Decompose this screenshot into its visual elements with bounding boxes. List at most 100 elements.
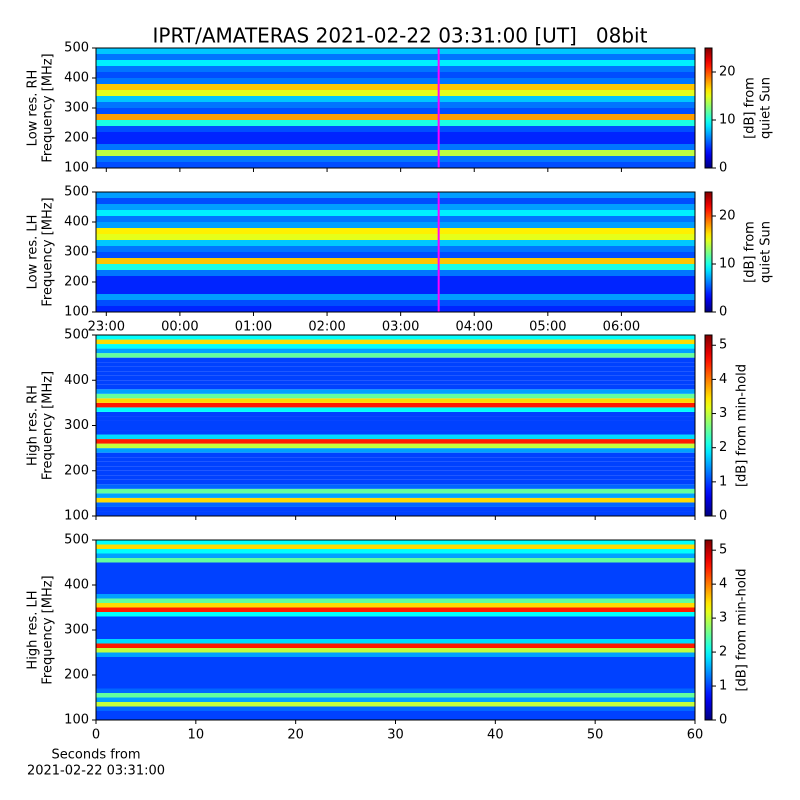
heatmap-cell [96, 72, 695, 78]
x-tick-label: 03:00 [382, 320, 419, 335]
heatmap-cell [96, 544, 695, 549]
heatmap-cell [96, 558, 695, 563]
heatmap-cell [96, 576, 695, 581]
heatmap-cell [96, 162, 695, 168]
heatmap-cell [96, 335, 695, 340]
colorbar-tick-label: 3 [719, 611, 727, 626]
heatmap-cell [96, 506, 695, 512]
x-tick-label: 06:00 [603, 320, 640, 335]
heatmap-cell [96, 204, 695, 210]
heatmap-cell [96, 648, 695, 653]
heatmap-cell [96, 688, 695, 693]
heatmap-cell [96, 348, 695, 354]
heatmap-cell [96, 711, 695, 716]
heatmap-cell [96, 306, 695, 312]
heatmap-cell [96, 434, 695, 440]
heatmap-cell [96, 150, 695, 156]
x-axis-label: 2021-02-22 03:31:00 [27, 764, 165, 779]
y-tick-label: 300 [64, 245, 89, 260]
heatmap-cell [96, 411, 695, 417]
y-tick-label: 100 [64, 509, 89, 524]
heatmap-cell [96, 684, 695, 689]
heatmap-cell [96, 357, 695, 363]
heatmap-cell [96, 571, 695, 576]
heatmap-cell [96, 264, 695, 270]
heatmap-cell [96, 657, 695, 662]
heatmap-cell [96, 625, 695, 630]
heatmap-cell [96, 420, 695, 426]
heatmap-cell [96, 353, 695, 358]
colorbar-tick-label: 10 [719, 113, 736, 128]
heatmap-cell [96, 643, 695, 648]
heatmap-cell [96, 138, 695, 144]
heatmap-cell [96, 276, 695, 282]
colorbar-tick-label: 4 [719, 372, 727, 387]
x-tick-label: 60 [687, 728, 704, 743]
heatmap-cell [96, 540, 695, 545]
x-tick-label: 01:00 [235, 320, 272, 335]
heatmap-cell [96, 670, 695, 675]
heatmap-cell [96, 48, 695, 54]
heatmap-cell [96, 594, 695, 599]
heatmap-cell [96, 234, 695, 240]
heatmap-cell [96, 470, 695, 476]
heatmap-cell [96, 282, 695, 288]
heatmap-cell [96, 452, 695, 458]
x-tick-label: 0 [92, 728, 100, 743]
y-tick-label: 400 [64, 71, 89, 86]
heatmap-cell [96, 380, 695, 385]
y-tick-label: 300 [64, 101, 89, 116]
y-tick-label: 300 [64, 623, 89, 638]
heatmap-cell [96, 553, 695, 558]
heatmap-cell [96, 580, 695, 585]
colorbar-tick-label: 5 [719, 543, 727, 558]
colorbar-tick-label: 0 [719, 161, 727, 176]
heatmap-cell [96, 567, 695, 572]
heatmap-cell [96, 493, 695, 498]
heatmap-cell [96, 60, 695, 66]
y-tick-label: 400 [64, 578, 89, 593]
y-tick-label: 200 [64, 275, 89, 290]
colorbar-tick-label: 0 [719, 509, 727, 524]
heatmap-cell [96, 603, 695, 608]
x-tick-label: 20 [287, 728, 304, 743]
y-tick-label: 500 [64, 185, 89, 200]
heatmap-cell [96, 78, 695, 84]
x-tick-label: 50 [587, 728, 604, 743]
heatmap-cell [96, 679, 695, 684]
heatmap-cell [96, 675, 695, 680]
heatmap-cell [96, 339, 695, 345]
heatmap-cell [96, 461, 695, 467]
figure-title: IPRT/AMATERAS 2021-02-22 03:31:00 [UT] 0… [153, 24, 648, 48]
colorbar-tick-label: 2 [719, 440, 727, 455]
heatmap-cell [96, 102, 695, 108]
heatmap-cell [96, 598, 695, 603]
heatmap-cell [96, 479, 695, 485]
heatmap-cell [96, 300, 695, 306]
y-tick-label: 400 [64, 215, 89, 230]
heatmap-cell [96, 466, 695, 471]
heatmap-cell [96, 344, 695, 349]
colorbar-tick-label: 3 [719, 406, 727, 421]
x-tick-label: 10 [188, 728, 205, 743]
heatmap-cell [96, 589, 695, 594]
heatmap-cell [96, 502, 695, 507]
colorbar-tick-label: 5 [719, 338, 727, 353]
heatmap-cell [96, 54, 695, 60]
heatmap-cell [96, 366, 695, 372]
heatmap-cell [96, 294, 695, 300]
heatmap-cell [96, 216, 695, 222]
heatmap-cell [96, 114, 695, 120]
heatmap-cell [96, 697, 695, 702]
colorbar-label: [dB] from [743, 221, 758, 283]
y-axis-label: Frequency [MHz] [41, 53, 56, 162]
heatmap-cell [96, 607, 695, 612]
heatmap-cell [96, 402, 695, 408]
heatmap-cell [96, 621, 695, 626]
colorbar-label: [dB] from min-hold [735, 364, 750, 487]
heatmap-cell [96, 715, 695, 720]
heatmap-cell [96, 246, 695, 252]
colorbar [704, 334, 713, 517]
heatmap-cell [96, 693, 695, 698]
heatmap-cell [96, 549, 695, 554]
